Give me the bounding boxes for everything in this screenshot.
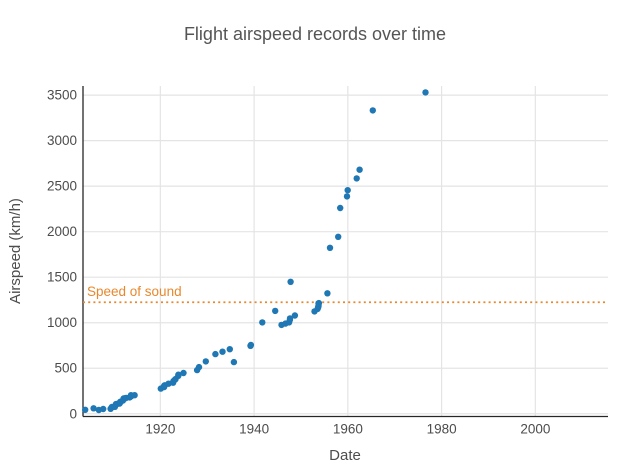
x-tick-label: 1940 — [239, 422, 269, 437]
y-tick-label: 1000 — [47, 315, 77, 330]
data-point — [335, 233, 342, 240]
x-tick-label: 2000 — [520, 422, 550, 437]
y-axis-label: Airspeed (km/h) — [7, 198, 24, 304]
data-point — [219, 348, 226, 355]
data-point — [315, 299, 323, 307]
data-point — [287, 278, 294, 285]
data-point — [175, 371, 182, 378]
data-point — [422, 89, 429, 96]
data-point — [326, 244, 334, 251]
y-tick-label: 3500 — [47, 88, 77, 103]
data-point — [272, 307, 279, 315]
data-point — [202, 358, 209, 365]
data-point — [180, 369, 187, 377]
y-tick-label: 2500 — [47, 179, 77, 194]
data-point — [356, 166, 363, 173]
data-point — [324, 290, 331, 297]
gridlines — [83, 86, 608, 417]
data-point — [291, 312, 299, 319]
y-tick-label: 500 — [54, 361, 77, 376]
data-point — [226, 346, 233, 353]
y-tick-label: 1500 — [47, 270, 77, 285]
data-point — [82, 406, 89, 413]
data-point — [247, 341, 255, 349]
data-point — [337, 204, 344, 212]
data-point — [259, 319, 266, 326]
x-tick-label: 1980 — [427, 422, 457, 437]
data-point — [369, 107, 376, 114]
y-tick-labels: 0 500 1000 1500 2000 2500 3000 3500 — [47, 88, 77, 422]
data-point — [286, 315, 294, 322]
data-point — [344, 187, 351, 194]
data-point — [212, 350, 219, 358]
data-point — [100, 405, 107, 413]
data-point — [131, 392, 138, 399]
data-point — [343, 193, 351, 200]
data-point — [195, 363, 203, 371]
y-tick-label: 2000 — [47, 224, 77, 239]
data-point — [90, 405, 97, 412]
data-points — [82, 89, 429, 414]
x-tick-label: 1920 — [145, 422, 175, 437]
x-tick-label: 1960 — [333, 422, 363, 437]
x-tick-labels: 1920 1940 1960 1980 2000 — [145, 422, 550, 437]
x-axis-label: Date — [329, 447, 361, 464]
speed-of-sound-label: Speed of sound — [87, 284, 182, 299]
data-point — [353, 175, 360, 182]
data-point — [230, 358, 238, 366]
axes-spines — [82, 86, 608, 418]
y-tick-label: 3000 — [47, 133, 77, 148]
y-tick-label: 0 — [69, 406, 77, 421]
chart-title: Flight airspeed records over time — [184, 24, 446, 44]
